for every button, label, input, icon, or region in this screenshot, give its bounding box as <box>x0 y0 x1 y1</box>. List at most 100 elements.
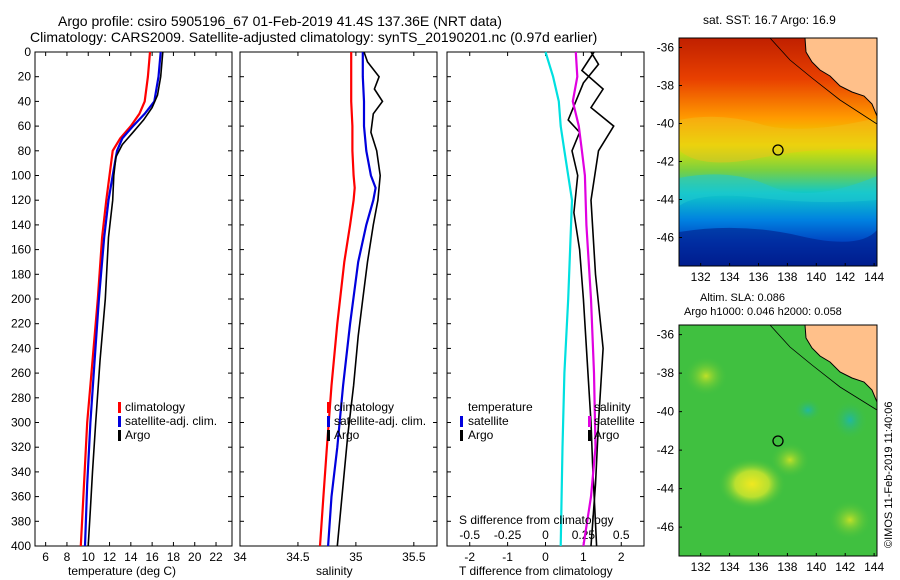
difference-xlabel: T difference from climatology <box>459 564 613 578</box>
header-line2: Climatology: CARS2009. Satellite-adjuste… <box>30 29 597 45</box>
depth-tick-label: 40 <box>18 94 32 108</box>
temperature-xlabel: temperature (deg C) <box>68 564 176 578</box>
sst-title: sat. SST: 16.7 Argo: 16.9 <box>703 13 836 27</box>
sla-frame <box>678 324 878 557</box>
x-tick-label: 1 <box>580 550 587 564</box>
sst-front <box>679 116 877 163</box>
imos-stamp: ©IMOS 11-Feb-2019 11:40:06 <box>883 401 895 548</box>
lat-label: -42 <box>657 155 675 169</box>
depth-tick-label: 280 <box>11 391 31 405</box>
lat-label: -44 <box>657 193 675 207</box>
depth-tick-label: 340 <box>11 465 31 479</box>
header-line1: Argo profile: csiro 5905196_67 01-Feb-20… <box>58 13 502 29</box>
depth-tick-label: 360 <box>11 490 31 504</box>
lon-label: 134 <box>720 560 740 574</box>
lon-label: 132 <box>691 270 711 284</box>
legend-swatch-satellite <box>118 416 121 427</box>
sst-profile-marker <box>772 144 784 156</box>
depth-tick-label: 220 <box>11 317 31 331</box>
sla-land <box>804 325 877 403</box>
sst-frame <box>678 37 878 267</box>
series-satellite-adj-clim- <box>83 51 162 547</box>
lat-label: -36 <box>657 328 675 342</box>
sst-land <box>804 38 877 117</box>
lon-label: 132 <box>691 560 711 574</box>
x-tick-label: 22 <box>209 550 223 564</box>
depth-tick-label: 80 <box>18 144 32 158</box>
depth-tick-label: 240 <box>11 341 31 355</box>
lon-label: 144 <box>864 270 884 284</box>
difference-legend: temperature satellite Argo salinity sate… <box>460 400 635 442</box>
legend-swatch-satellite <box>460 416 463 427</box>
lat-label: -46 <box>657 231 675 245</box>
sla-high <box>718 458 786 510</box>
lon-label: 142 <box>835 560 855 574</box>
depth-tick-label: 300 <box>11 416 31 430</box>
depth-tick-label: 20 <box>18 70 32 84</box>
legend-temp-argo: Argo <box>125 428 151 442</box>
depth-tick-label: 60 <box>18 119 32 133</box>
series-salinity-satellite <box>571 51 597 547</box>
sst-south <box>679 227 877 266</box>
legend-temp-sat: satellite-adj. clim. <box>125 414 217 428</box>
x-tick-label: -1 <box>502 550 513 564</box>
depth-tick-label: 380 <box>11 514 31 528</box>
legend-diff-s-sat: satellite <box>594 414 635 428</box>
legend-swatch-climatology <box>118 402 121 413</box>
s-difference-label: S difference from climatology <box>459 513 614 527</box>
s-tick-label: 0 <box>542 528 549 542</box>
legend-swatch-argo <box>327 430 330 441</box>
lat-label: -46 <box>657 520 675 534</box>
sla-title-1: Altim. SLA: 0.086 <box>700 292 785 304</box>
sst-eddy <box>679 174 877 206</box>
sst-ticks: 132 134 136 138 140 142 144 -36 -38 -40 -42 -44 -46 <box>657 41 885 285</box>
s-tick-label: -0.5 <box>459 528 480 542</box>
legend-swatch-climatology <box>327 402 330 413</box>
series-climatology <box>318 52 356 547</box>
lon-label: 138 <box>777 270 797 284</box>
salinity-legend: climatology satellite-adj. clim. Argo <box>327 400 426 442</box>
sst-isobath <box>769 38 877 125</box>
legend-diff-t-argo: Argo <box>468 428 494 442</box>
axis-ticks: 6 8 10 12 14 16 18 20 22 34 34.5 35 35.5 -2 -1 0 1 2-0.5-… <box>35 51 644 564</box>
legend-swatch-argo <box>460 430 463 441</box>
temperature-legend: climatology satellite-adj. clim. Argo <box>118 400 217 442</box>
legend-diff-salinity: salinity <box>594 400 631 414</box>
x-tick-label: -2 <box>464 550 475 564</box>
legend-swatch-argo <box>588 430 591 441</box>
depth-tick-label: 180 <box>11 267 31 281</box>
legend-sal-sat: satellite-adj. clim. <box>334 414 426 428</box>
x-tick-label: 2 <box>618 550 625 564</box>
lon-label: 142 <box>835 270 855 284</box>
legend-swatch-satellite <box>327 416 330 427</box>
s-tick-label: 0.25 <box>572 528 596 542</box>
series-temperature-argo <box>567 51 600 547</box>
series-argo <box>336 51 384 547</box>
lon-label: 136 <box>748 270 768 284</box>
depth-axis: 0 20 40 60 80 100 120 140 160 180 200 220 240 260 280 3… <box>11 45 31 553</box>
sla-high <box>770 442 810 478</box>
lat-label: -40 <box>657 117 675 131</box>
lat-label: -44 <box>657 482 675 496</box>
sla-low <box>832 400 868 440</box>
lat-label: -38 <box>657 366 675 380</box>
depth-tick-label: 320 <box>11 440 31 454</box>
depth-tick-label: 200 <box>11 292 31 306</box>
x-tick-label: 6 <box>42 550 49 564</box>
x-tick-label: 10 <box>82 550 96 564</box>
salinity-axes <box>239 51 438 547</box>
legend-diff-t-sat: satellite <box>468 414 509 428</box>
lat-label: -36 <box>657 41 675 55</box>
series-satellite-adj-clim- <box>327 52 377 547</box>
legend-temp-clim: climatology <box>125 400 185 414</box>
series-salinity-argo <box>580 51 615 547</box>
x-tick-label: 20 <box>188 550 202 564</box>
sst-map <box>679 38 877 266</box>
x-tick-label: 34.5 <box>286 550 310 564</box>
sla-ticks: 132 134 136 138 140 142 144 -36 -38 -40 -42 -44 -46 <box>657 328 885 574</box>
x-tick-label: 34 <box>233 550 247 564</box>
s-tick-label: -0.25 <box>494 528 522 542</box>
sla-profile-marker <box>772 435 784 447</box>
x-tick-label: 35 <box>349 550 363 564</box>
